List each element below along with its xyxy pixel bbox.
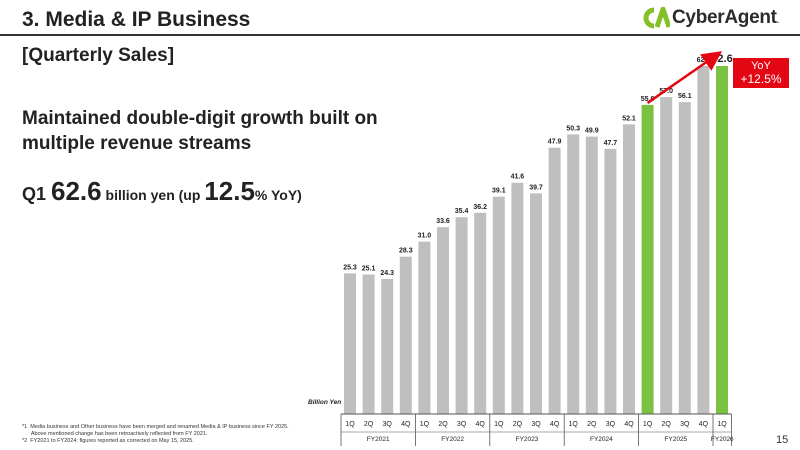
fiscal-year-label-5: FY2025 xyxy=(664,436,687,443)
bar-1 xyxy=(344,273,356,414)
bar-15 xyxy=(604,148,617,414)
yoy-label: YoY xyxy=(751,60,771,72)
quarter-tick-label-18: 2Q xyxy=(662,421,672,428)
fiscal-year-label-4: FY2024 xyxy=(590,436,613,443)
bar-value-label-17: 55.6 xyxy=(641,96,655,103)
title-divider xyxy=(0,34,800,36)
quarter-tick-label-5: 1Q xyxy=(420,421,430,428)
bar-20 xyxy=(697,66,710,414)
quarter-tick-label-4: 4Q xyxy=(401,421,411,428)
quarter-tick-label-14: 2Q xyxy=(587,421,597,428)
logo-mark-icon xyxy=(643,7,670,29)
q1-prefix: Q1 xyxy=(22,184,52,204)
page-number: 15 xyxy=(776,434,789,446)
footnote-1b: Above mentioned change has been retroact… xyxy=(22,431,208,437)
bar-4 xyxy=(399,256,412,414)
quarter-tick-label-6: 2Q xyxy=(438,421,448,428)
quarter-tick-label-13: 1Q xyxy=(569,421,579,428)
bar-2 xyxy=(362,274,375,414)
yoy-value: +12.5% xyxy=(740,72,782,86)
q1-percent: 12.5 xyxy=(204,176,255,206)
logo-text: CyberAgent. xyxy=(672,7,779,28)
quarter-tick-label-20: 4Q xyxy=(699,421,709,428)
bar-value-label-3: 24.3 xyxy=(380,270,394,277)
bar-value-label-5: 31.0 xyxy=(418,233,432,240)
bar-value-label-4: 28.3 xyxy=(399,248,413,255)
bar-11 xyxy=(530,193,542,414)
bar-19 xyxy=(678,102,691,414)
headline: Maintained double-digit growth built on … xyxy=(22,108,378,154)
section-heading: [Quarterly Sales] xyxy=(22,45,175,66)
bar-17 xyxy=(641,104,654,415)
quarter-tick-label-8: 4Q xyxy=(476,421,486,428)
bar-13 xyxy=(567,134,580,414)
yoy-callout: YoY +12.5% xyxy=(733,58,789,88)
quarter-tick-label-21: 1Q xyxy=(717,421,727,428)
bar-10 xyxy=(511,182,524,414)
quarter-tick-label-3: 3Q xyxy=(383,421,393,428)
fiscal-year-label-6: FY2026 xyxy=(711,436,734,443)
bar-value-label-15: 47.7 xyxy=(604,140,618,147)
slide-title: 3. Media & IP Business xyxy=(22,8,251,31)
q1-mid-text: billion yen (up xyxy=(101,187,205,203)
quarter-tick-label-1: 1Q xyxy=(345,421,355,428)
bar-value-label-12: 47.9 xyxy=(548,139,562,146)
bar-value-label-11: 39.7 xyxy=(529,184,543,191)
bar-8 xyxy=(474,212,487,414)
bar-value-label-8: 36.2 xyxy=(473,204,487,211)
bar-value-label-21: 62.6 xyxy=(711,53,732,65)
bar-value-label-2: 25.1 xyxy=(362,265,376,272)
quarter-tick-label-2: 2Q xyxy=(364,421,374,428)
bar-21 xyxy=(716,66,728,414)
company-logo: CyberAgent. xyxy=(640,6,790,32)
q1-value: 62.6 xyxy=(51,176,102,206)
y-axis-label: Billion Yen xyxy=(308,399,341,406)
fiscal-year-label-2: FY2022 xyxy=(441,436,464,443)
bar-3 xyxy=(381,278,394,414)
bar-18 xyxy=(660,97,673,415)
bar-value-label-14: 49.9 xyxy=(585,128,599,135)
quarter-tick-label-12: 4Q xyxy=(550,421,560,428)
quarter-tick-label-9: 1Q xyxy=(494,421,504,428)
footnote-2: *2 FY2021 to FY2024: figures reported as… xyxy=(22,438,194,444)
quarter-tick-label-19: 3Q xyxy=(680,421,690,428)
bar-7 xyxy=(455,217,468,414)
quarter-tick-label-17: 1Q xyxy=(643,421,653,428)
bar-value-label-6: 33.6 xyxy=(436,218,450,225)
bar-value-label-1: 25.3 xyxy=(343,264,357,271)
footnotes: *1 Media business and Other business hav… xyxy=(22,424,322,445)
bar-value-label-16: 52.1 xyxy=(622,115,636,122)
bar-value-label-13: 50.3 xyxy=(566,125,580,132)
quarter-tick-label-11: 3Q xyxy=(531,421,541,428)
bar-14 xyxy=(585,136,598,414)
quarter-tick-label-10: 2Q xyxy=(513,421,523,428)
quarter-tick-label-7: 3Q xyxy=(457,421,467,428)
quarter-tick-label-16: 4Q xyxy=(624,421,634,428)
q1-summary: Q1 62.6 billion yen (up 12.5% YoY) xyxy=(22,176,302,207)
bar-6 xyxy=(437,227,449,414)
bar-value-label-19: 56.1 xyxy=(678,93,692,100)
bar-value-label-9: 39.1 xyxy=(492,188,506,195)
fiscal-year-label-1: FY2021 xyxy=(367,436,390,443)
bar-value-label-7: 35.4 xyxy=(455,208,469,215)
bar-16 xyxy=(623,124,635,414)
bar-5 xyxy=(418,241,431,414)
bar-12 xyxy=(548,147,561,414)
bar-9 xyxy=(492,196,505,414)
bar-value-label-10: 41.6 xyxy=(511,174,525,181)
bar-value-label-18: 57.0 xyxy=(659,88,673,95)
q1-suffix: % YoY) xyxy=(254,187,302,203)
yoy-growth-arrow xyxy=(646,51,723,104)
fiscal-year-label-3: FY2023 xyxy=(516,436,539,443)
footnote-1: *1 Media business and Other business hav… xyxy=(22,424,289,430)
quarter-tick-label-15: 3Q xyxy=(606,421,616,428)
